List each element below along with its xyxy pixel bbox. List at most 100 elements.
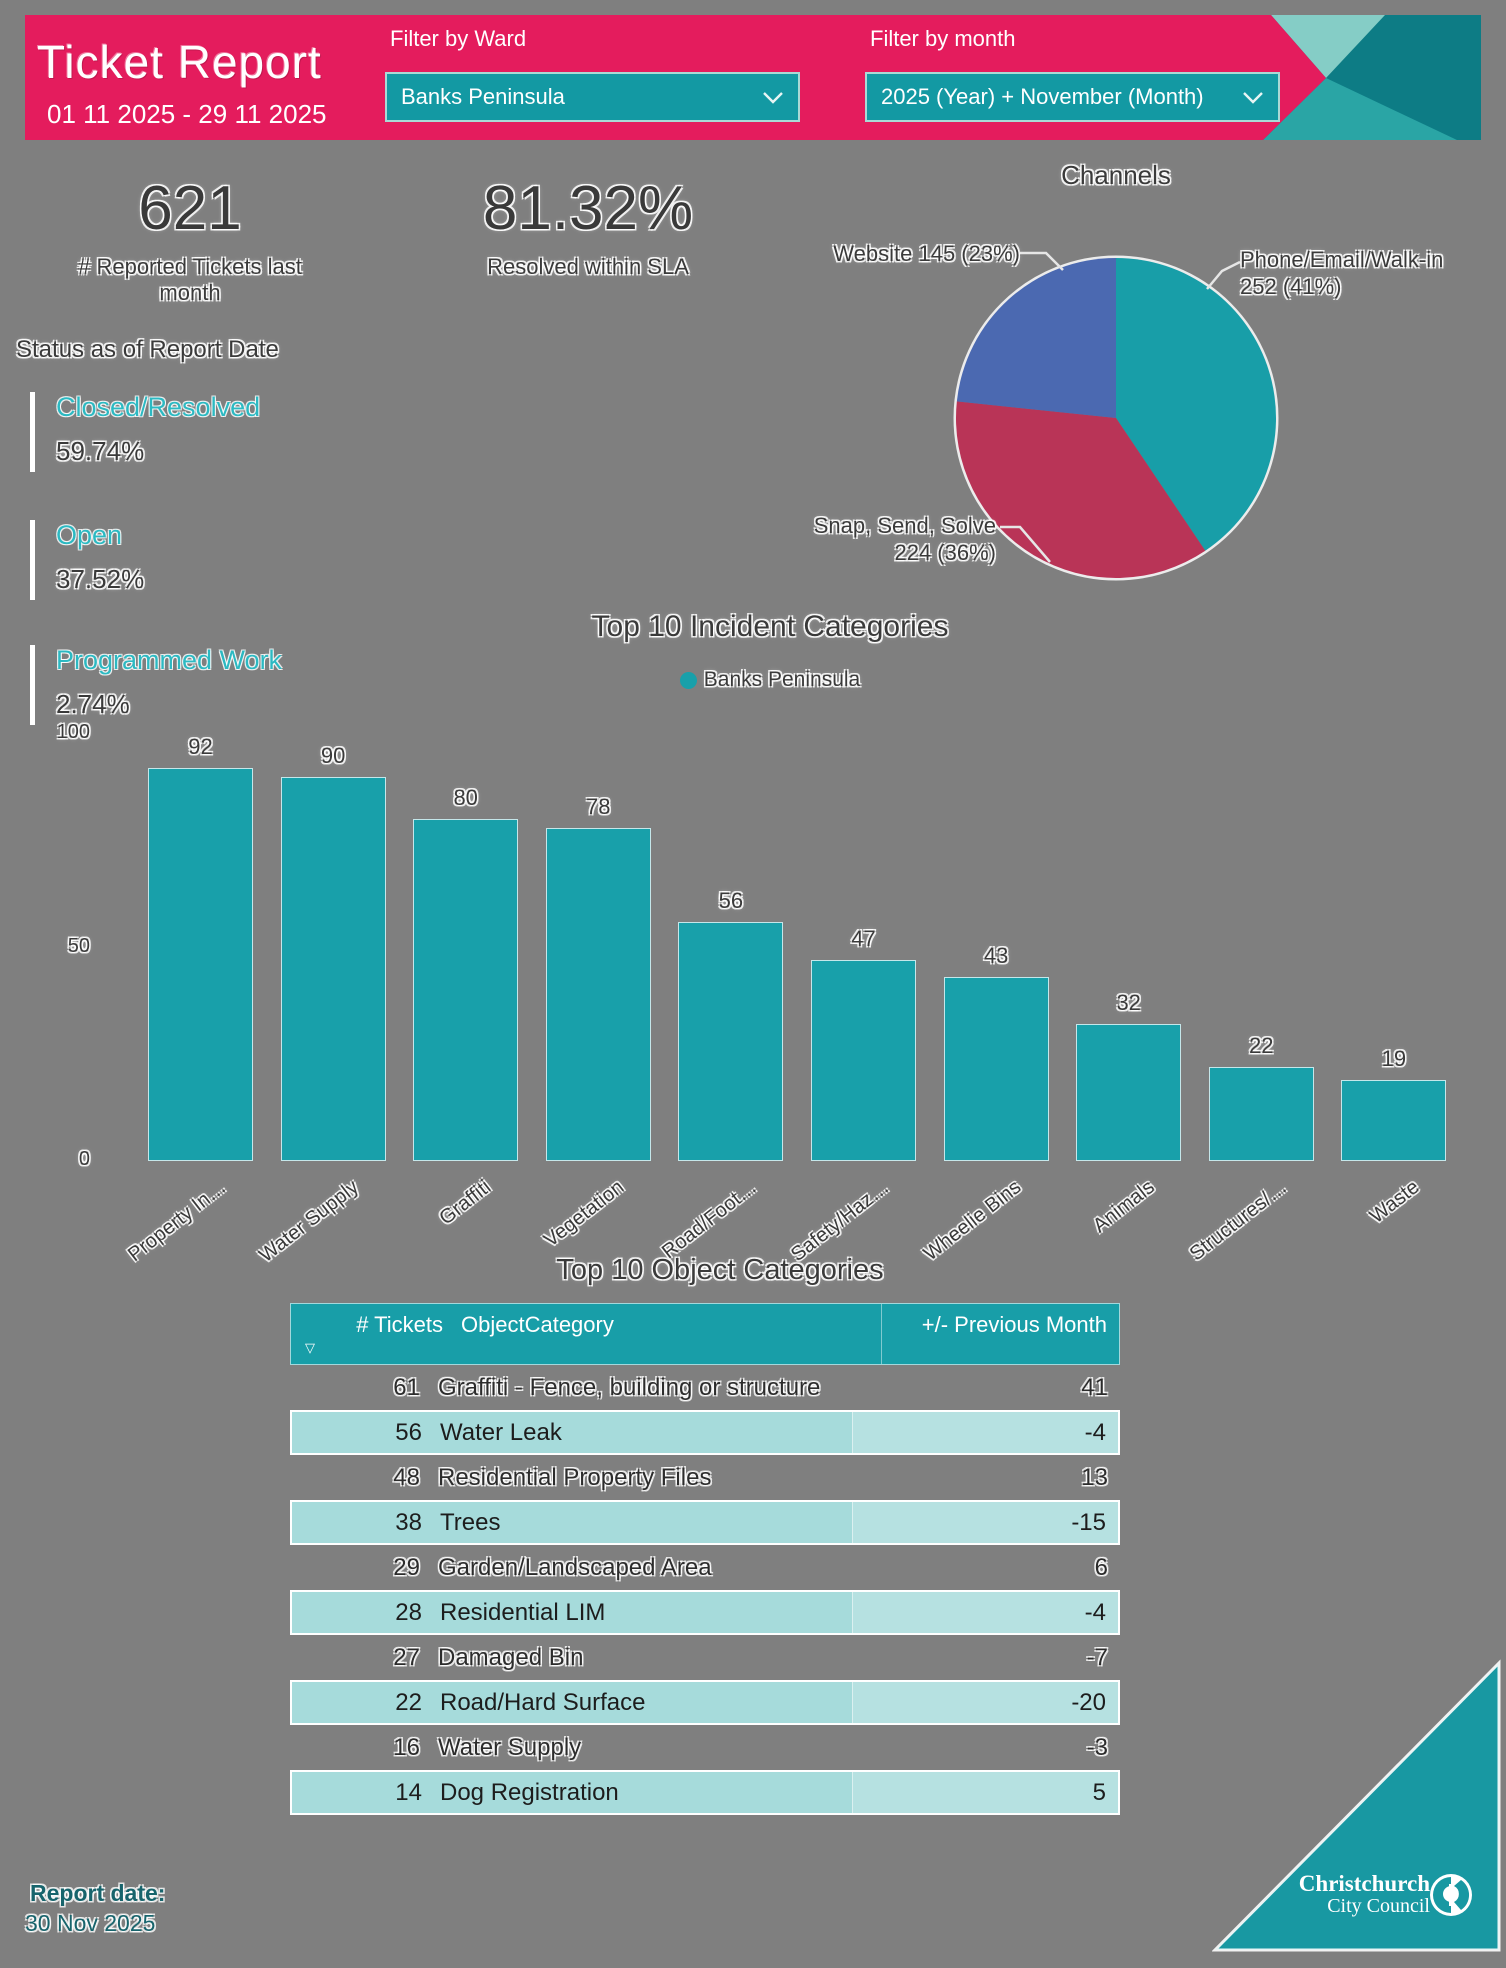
table-cell: 13	[1081, 1463, 1108, 1491]
table-row-residential-lim[interactable]: 28 Residential LIM -4	[290, 1590, 1120, 1635]
council-logo-line1: Christchurch	[1298, 1871, 1430, 1896]
legend-item-banks-peninsula[interactable]: Banks Peninsula	[570, 668, 970, 692]
bar-structures[interactable]	[1208, 1067, 1314, 1161]
x-axis-label-graffiti: Graffiti	[435, 1176, 496, 1230]
kpi-reported-tickets: 621 # Reported Tickets last month	[55, 178, 325, 306]
ward-filter-dropdown[interactable]: Banks Peninsula	[385, 72, 800, 122]
channels-pie-chart	[953, 255, 1279, 581]
x-axis-label-road-foot: Road/Foot…	[657, 1176, 761, 1264]
table-row-garden-landscaped-area[interactable]: 29 Garden/Landscaped Area 6	[290, 1545, 1120, 1590]
bar-value-label: 56	[718, 887, 744, 913]
y-axis-tick-100: 100	[56, 721, 90, 743]
x-axis-label-vegetation: Vegetation	[539, 1176, 628, 1252]
table-cell: 14	[395, 1778, 422, 1806]
table-row-dog-registration[interactable]: 14 Dog Registration 5	[290, 1770, 1120, 1815]
table-cell: -4	[852, 1592, 1118, 1633]
object-categories-table: # Tickets ▽ ObjectCategory +/- Previous …	[290, 1303, 1120, 1815]
bar-value-label: 78	[586, 793, 611, 819]
column-header-previous-month[interactable]: +/- Previous Month	[881, 1304, 1119, 1364]
table-cell: -15	[852, 1502, 1118, 1543]
chevron-down-icon	[763, 91, 783, 104]
table-cell: Trees	[440, 1509, 501, 1536]
table-cell: Road/Hard Surface	[440, 1689, 646, 1716]
table-cell: 16	[393, 1733, 420, 1761]
status-item-accent-bar	[30, 645, 35, 725]
bar-value-label: 32	[1116, 990, 1141, 1016]
table-cell: 48	[393, 1463, 420, 1491]
bar-vegetation[interactable]	[545, 827, 651, 1161]
status-item-label: Closed/Resolved	[56, 392, 261, 422]
table-cell: Water Leak	[440, 1419, 562, 1446]
status-item-label: Open	[56, 520, 123, 550]
table-cell: Residential Property Files	[438, 1464, 712, 1491]
table-cell: 38	[395, 1508, 422, 1536]
pie-label-snap-send-solve: Snap, Send, Solve 224 (36%)	[813, 513, 996, 565]
sort-descending-icon: ▽	[305, 1340, 315, 1355]
table-cell: 28	[395, 1598, 422, 1626]
bar-value-label: 80	[453, 785, 478, 811]
bar-graffiti[interactable]	[413, 819, 519, 1161]
legend-dot	[679, 671, 697, 689]
status-item-accent-bar	[30, 392, 35, 472]
legend-label: Banks Peninsula	[703, 668, 861, 691]
y-axis-tick-50: 50	[67, 934, 90, 957]
column-header-objectcategory[interactable]: ObjectCategory	[461, 1312, 614, 1337]
status-item-accent-bar	[30, 520, 35, 600]
bar-property-in[interactable]	[148, 768, 253, 1161]
status-item-label: Programmed Work	[56, 645, 283, 675]
bar-wheelie-bins[interactable]	[943, 977, 1049, 1161]
column-header-tickets[interactable]: # Tickets ▽	[305, 1312, 443, 1355]
bar-chart-title: Top 10 Incident Categories	[591, 610, 949, 643]
kpi-resolved-sla: 81.32% Resolved within SLA	[448, 178, 728, 280]
bar-water-supply[interactable]	[280, 776, 386, 1161]
bar-animals[interactable]	[1076, 1024, 1182, 1161]
bar-value-label: 43	[983, 943, 1009, 969]
table-cell: 5	[852, 1772, 1118, 1813]
report-date-range: 01 11 2025 - 29 11 2025	[47, 99, 327, 129]
table-cell: 22	[395, 1688, 422, 1716]
bar-value-label: 19	[1381, 1045, 1407, 1071]
table-cell: 29	[393, 1553, 420, 1581]
table-row-trees[interactable]: 38 Trees -15	[290, 1500, 1120, 1545]
table-row-residential-property-files[interactable]: 48 Residential Property Files 13	[290, 1455, 1120, 1500]
table-cell: 61	[393, 1373, 420, 1401]
table-row-graffiti-fence-building-or-structure[interactable]: 61 Graffiti - Fence, building or structur…	[290, 1365, 1120, 1410]
bar-waste[interactable]	[1341, 1079, 1447, 1161]
x-axis-label-property-in: Property In…	[123, 1176, 231, 1266]
month-filter-label: Filter by month	[870, 26, 1016, 51]
table-cell: -4	[852, 1412, 1118, 1453]
status-section-title: Status as of Report Date	[16, 336, 279, 363]
table-cell: -20	[852, 1682, 1118, 1723]
bar-road-foot[interactable]	[678, 921, 784, 1161]
ward-filter-value: Banks Peninsula	[401, 84, 565, 109]
table-row-water-supply[interactable]: 16 Water Supply -3	[290, 1725, 1120, 1770]
status-item-value: 59.74%	[56, 436, 145, 466]
table-cell: 6	[1094, 1553, 1108, 1581]
table-row-damaged-bin[interactable]: 27 Damaged Bin -7	[290, 1635, 1120, 1680]
bar-value-label: 22	[1249, 1033, 1274, 1059]
kpi-reported-tickets-label: # Reported Tickets last month	[78, 254, 302, 305]
report-date-value: 30 Nov 2025	[25, 1910, 156, 1936]
pie-slice-website[interactable]	[956, 258, 1116, 418]
table-title: Top 10 Object Categories	[556, 1254, 884, 1286]
table-row-water-leak[interactable]: 56 Water Leak -4	[290, 1410, 1120, 1455]
table-cell: Water Supply	[438, 1734, 582, 1761]
pie-slice-phone-email-walk-in[interactable]	[1116, 258, 1276, 551]
table-cell: 27	[393, 1643, 420, 1671]
ward-filter-label: Filter by Ward	[390, 26, 527, 51]
month-filter-dropdown[interactable]: 2025 (Year) + November (Month)	[865, 72, 1280, 122]
x-axis-label-wheelie-bins: Wheelie Bins	[920, 1176, 1026, 1266]
kpi-resolved-sla-value: 81.32%	[482, 174, 694, 243]
council-logo-icon	[1430, 1874, 1472, 1916]
table-row-road-hard-surface[interactable]: 22 Road/Hard Surface -20	[290, 1680, 1120, 1725]
table-cell: Dog Registration	[440, 1779, 619, 1806]
kpi-resolved-sla-label: Resolved within SLA	[487, 254, 689, 279]
table-cell: Garden/Landscaped Area	[438, 1554, 712, 1581]
bar-safety-haz[interactable]	[811, 960, 916, 1161]
pie-outline	[953, 255, 1279, 581]
y-axis-tick-0: 0	[78, 1148, 90, 1170]
footer-corner-triangle	[1212, 1659, 1501, 1952]
header-banner: Ticket Report 01 11 2025 - 29 11 2025 Fi…	[25, 15, 1481, 140]
status-item-value: 2.74%	[56, 689, 130, 719]
